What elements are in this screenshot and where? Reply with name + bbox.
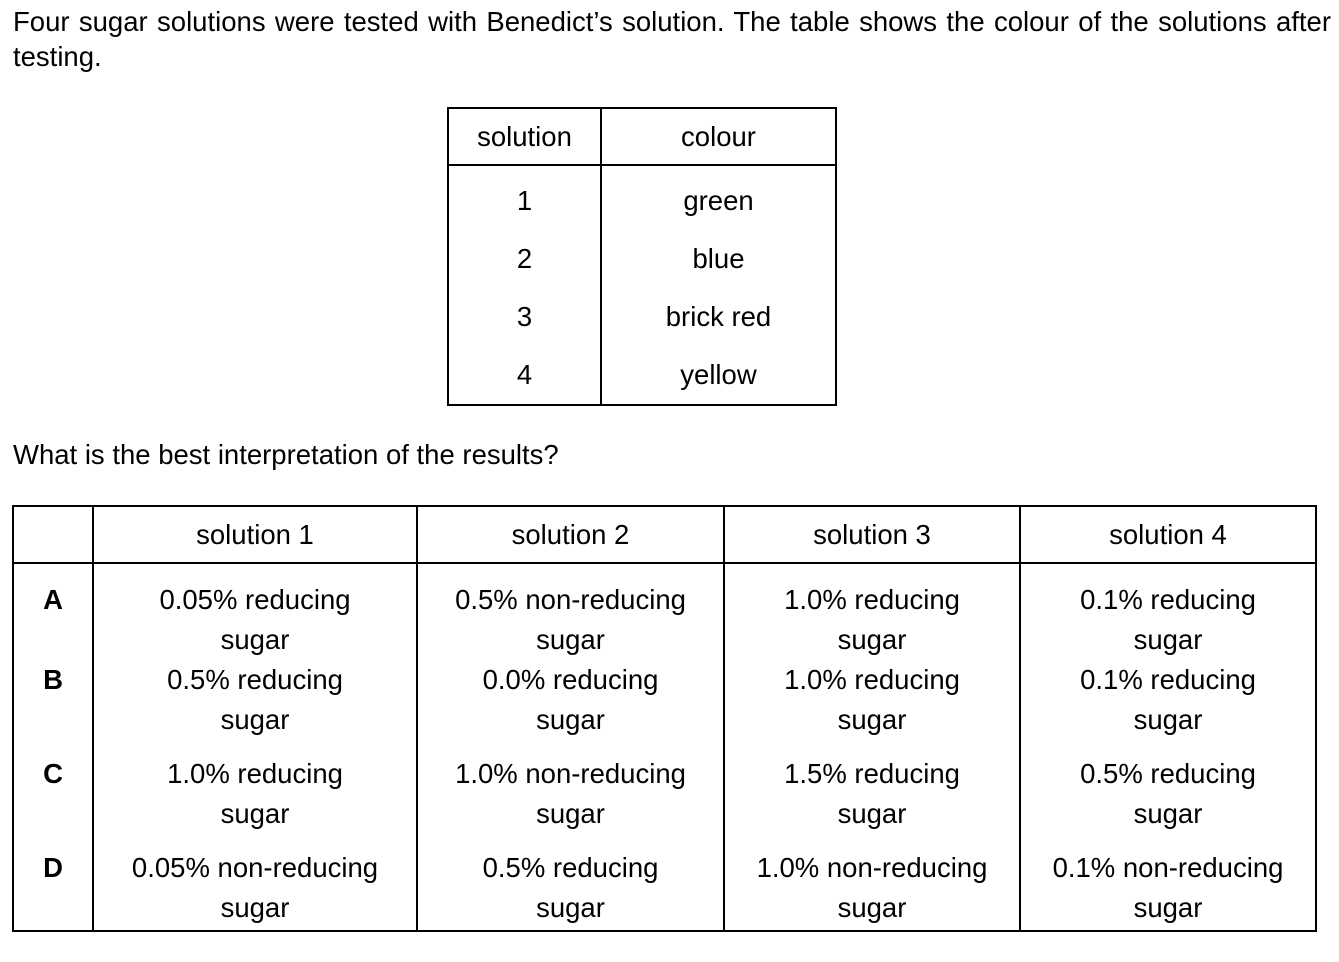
- option-cell: 0.5% non-reducing sugar: [416, 563, 725, 660]
- solution-colour: yellow: [600, 346, 837, 406]
- header-empty: [12, 505, 94, 564]
- option-row-a[interactable]: A 0.05% reducing sugar 0.5% non-reducing s…: [12, 563, 1317, 660]
- cell-line-2: sugar: [1133, 624, 1203, 655]
- option-row-b[interactable]: B 0.5% reducing sugar 0.0% reducing sugar …: [12, 660, 1317, 754]
- cell-line-2: sugar: [837, 624, 907, 655]
- cell-line-1: 0.5% reducing: [482, 852, 659, 883]
- cell-line-2: sugar: [837, 704, 907, 735]
- cell-line-1: 1.0% reducing: [784, 664, 960, 695]
- cell-line-2: sugar: [220, 798, 290, 829]
- solution-number: 3: [447, 288, 602, 346]
- cell-line-1: 0.05% reducing: [159, 584, 351, 615]
- header-solution-2: solution 2: [416, 505, 725, 564]
- option-cell: 0.05% non-reducing sugar: [92, 848, 418, 932]
- answer-table-header-row: solution 1 solution 2 solution 3 solutio…: [12, 505, 1317, 564]
- cell-line-1: 1.0% reducing: [784, 584, 960, 615]
- cell-line-1: 0.5% non-reducing: [455, 584, 686, 615]
- option-letter[interactable]: D: [12, 848, 94, 932]
- solution-colour: blue: [600, 230, 837, 288]
- cell-line-2: sugar: [1133, 704, 1203, 735]
- cell-line-1: 0.5% reducing: [1080, 758, 1256, 789]
- header-colour: colour: [600, 107, 837, 166]
- solution-number: 1: [447, 165, 602, 230]
- option-letter[interactable]: B: [12, 660, 94, 754]
- cell-line-1: 0.0% reducing: [482, 664, 659, 695]
- option-cell: 1.0% reducing sugar: [723, 563, 1021, 660]
- option-cell: 0.1% non-reducing sugar: [1019, 848, 1317, 932]
- cell-line-2: sugar: [536, 892, 605, 923]
- option-cell: 1.5% reducing sugar: [723, 754, 1021, 848]
- cell-line-2: sugar: [1133, 892, 1203, 923]
- cell-line-2: sugar: [220, 704, 290, 735]
- table-row: 2 blue: [447, 230, 837, 288]
- header-solution-4: solution 4: [1019, 505, 1317, 564]
- answer-options-table: solution 1 solution 2 solution 3 solutio…: [12, 505, 1317, 932]
- option-cell: 1.0% reducing sugar: [92, 754, 418, 848]
- cell-line-1: 1.5% reducing: [784, 758, 960, 789]
- option-cell: 0.05% reducing sugar: [92, 563, 418, 660]
- table-row: 4 yellow: [447, 346, 837, 406]
- option-letter[interactable]: A: [12, 563, 94, 660]
- option-cell: 0.1% reducing sugar: [1019, 563, 1317, 660]
- cell-line-1: 0.5% reducing: [167, 664, 343, 695]
- header-solution: solution: [447, 107, 602, 166]
- option-row-d[interactable]: D 0.05% non-reducing sugar 0.5% reducing s…: [12, 848, 1317, 932]
- cell-line-1: 1.0% non-reducing: [455, 758, 686, 789]
- cell-line-2: sugar: [837, 798, 907, 829]
- option-cell: 0.0% reducing sugar: [416, 660, 725, 754]
- cell-line-2: sugar: [837, 892, 907, 923]
- option-row-c[interactable]: C 1.0% reducing sugar 1.0% non-reducing su…: [12, 754, 1317, 848]
- cell-line-2: sugar: [1133, 798, 1203, 829]
- option-cell: 0.5% reducing sugar: [416, 848, 725, 932]
- intro-text: Four sugar solutions were tested with Be…: [13, 6, 1331, 72]
- solution-number: 2: [447, 230, 602, 288]
- solution-number: 4: [447, 346, 602, 406]
- option-cell: 0.5% reducing sugar: [1019, 754, 1317, 848]
- option-cell: 1.0% non-reducing sugar: [416, 754, 725, 848]
- solution-colour: brick red: [600, 288, 837, 346]
- header-solution-3: solution 3: [723, 505, 1021, 564]
- cell-line-1: 0.05% non-reducing: [131, 852, 379, 883]
- cell-line-2: sugar: [536, 624, 605, 655]
- option-cell: 0.5% reducing sugar: [92, 660, 418, 754]
- option-cell: 1.0% reducing sugar: [723, 660, 1021, 754]
- cell-line-2: sugar: [536, 798, 605, 829]
- colour-table-header-row: solution colour: [447, 107, 837, 166]
- cell-line-2: sugar: [220, 624, 290, 655]
- option-cell: 1.0% non-reducing sugar: [723, 848, 1021, 932]
- cell-line-1: 1.0% non-reducing: [756, 852, 988, 883]
- question-text: What is the best interpretation of the r…: [13, 439, 559, 470]
- cell-line-1: 0.1% non-reducing: [1052, 852, 1284, 883]
- cell-line-1: 1.0% reducing: [167, 758, 343, 789]
- cell-line-2: sugar: [536, 704, 605, 735]
- header-solution-1: solution 1: [92, 505, 418, 564]
- colour-results-table: solution colour 1 green 2 blue 3 brick r…: [447, 107, 837, 406]
- option-cell: 0.1% reducing sugar: [1019, 660, 1317, 754]
- cell-line-2: sugar: [220, 892, 290, 923]
- table-row: 3 brick red: [447, 288, 837, 346]
- cell-line-1: 0.1% reducing: [1080, 664, 1256, 695]
- cell-line-1: 0.1% reducing: [1080, 584, 1256, 615]
- table-row: 1 green: [447, 165, 837, 230]
- solution-colour: green: [600, 165, 837, 230]
- option-letter[interactable]: C: [12, 754, 94, 848]
